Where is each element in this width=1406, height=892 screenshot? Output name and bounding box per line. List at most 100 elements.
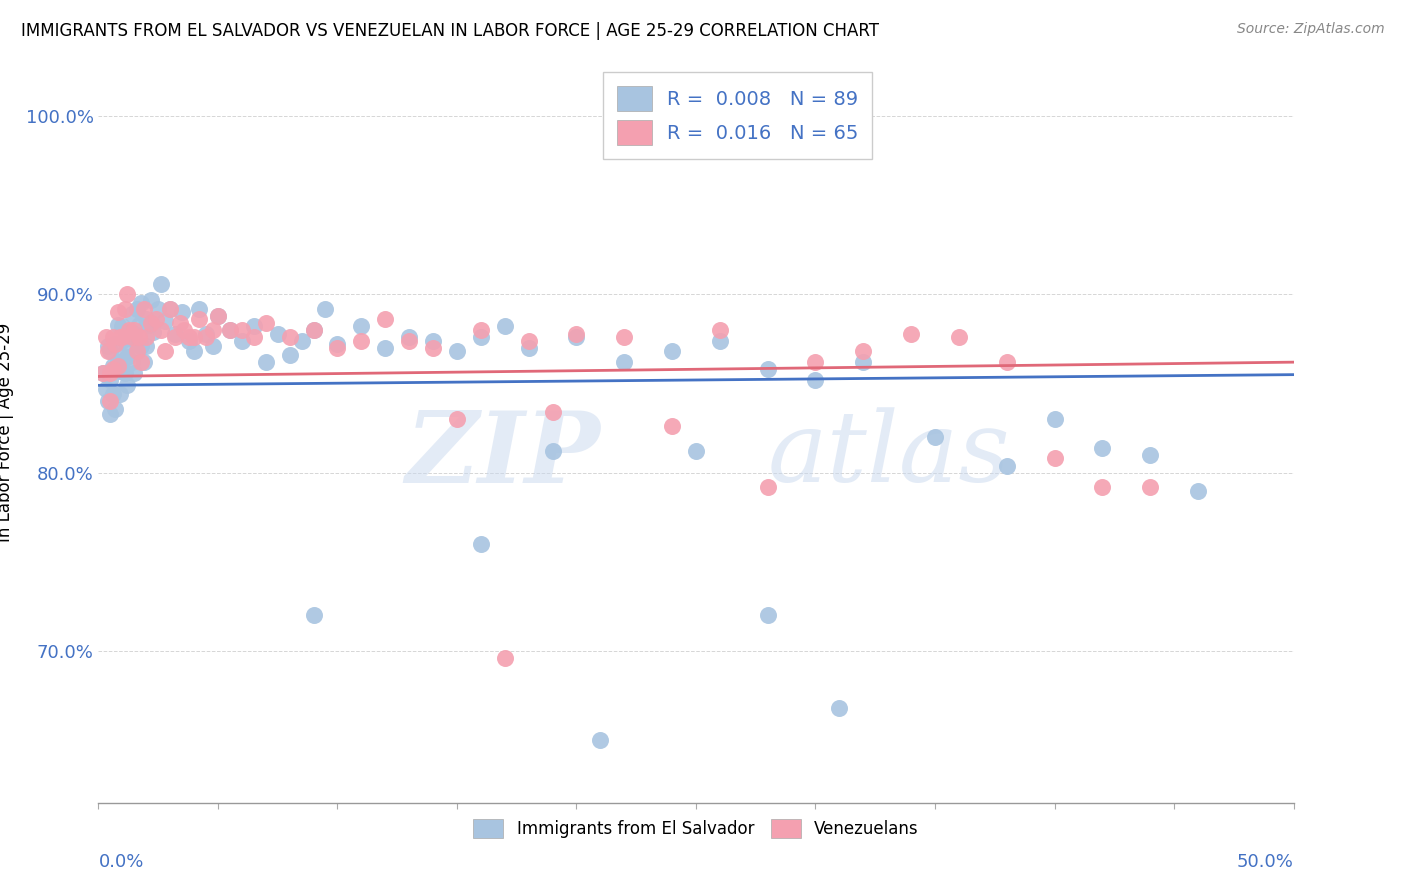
Point — [179, 334, 201, 348]
Point — [107, 305, 129, 319]
Point — [115, 378, 138, 392]
Text: atlas: atlas — [768, 407, 1011, 502]
Text: ZIP: ZIP — [405, 407, 600, 503]
Point — [756, 608, 779, 623]
Point — [169, 316, 191, 330]
Point — [163, 330, 186, 344]
Point — [278, 330, 301, 344]
Point — [278, 348, 301, 362]
Point — [661, 344, 683, 359]
Point — [756, 362, 779, 376]
Point — [138, 318, 160, 332]
Point — [121, 330, 143, 344]
Point — [108, 330, 131, 344]
Point — [111, 319, 134, 334]
Y-axis label: In Labor Force | Age 25-29: In Labor Force | Age 25-29 — [0, 323, 14, 542]
Point — [97, 339, 120, 353]
Point — [121, 307, 143, 321]
Point — [118, 325, 141, 339]
Point — [172, 305, 194, 319]
Point — [101, 387, 124, 401]
Point — [517, 341, 540, 355]
Point — [202, 323, 225, 337]
Point — [101, 362, 124, 376]
Point — [111, 348, 134, 362]
Point — [613, 330, 636, 344]
Point — [131, 355, 153, 369]
Point — [114, 301, 136, 316]
Point — [756, 480, 779, 494]
Point — [121, 355, 143, 369]
Point — [1091, 480, 1114, 494]
Point — [422, 334, 444, 348]
Point — [195, 330, 218, 344]
Point — [179, 330, 201, 344]
Point — [804, 355, 827, 369]
Point — [302, 323, 325, 337]
Point — [97, 394, 120, 409]
Point — [104, 337, 127, 351]
Point — [231, 334, 253, 348]
Point — [350, 334, 373, 348]
Point — [124, 323, 146, 337]
Point — [115, 337, 138, 351]
Text: IMMIGRANTS FROM EL SALVADOR VS VENEZUELAN IN LABOR FORCE | AGE 25-29 CORRELATION: IMMIGRANTS FROM EL SALVADOR VS VENEZUELA… — [21, 22, 879, 40]
Point — [350, 319, 373, 334]
Point — [326, 341, 349, 355]
Point — [115, 350, 138, 364]
Point — [139, 293, 162, 307]
Point — [131, 296, 153, 310]
Point — [124, 366, 146, 380]
Point — [541, 405, 564, 419]
Point — [98, 373, 122, 387]
Point — [291, 334, 314, 348]
Point — [852, 344, 875, 359]
Point — [446, 412, 468, 426]
Point — [243, 319, 266, 334]
Point — [565, 330, 588, 344]
Point — [1139, 480, 1161, 494]
Point — [155, 314, 177, 328]
Point — [115, 287, 138, 301]
Point — [159, 301, 181, 316]
Point — [1091, 441, 1114, 455]
Point — [995, 458, 1018, 473]
Point — [422, 341, 444, 355]
Point — [114, 332, 136, 346]
Point — [1139, 448, 1161, 462]
Point — [91, 366, 114, 380]
Point — [139, 316, 162, 330]
Point — [135, 330, 157, 344]
Point — [995, 355, 1018, 369]
Point — [91, 366, 114, 380]
Point — [155, 344, 177, 359]
Point — [709, 334, 731, 348]
Legend: Immigrants from El Salvador, Venezuelans: Immigrants from El Salvador, Venezuelans — [465, 810, 927, 847]
Point — [125, 301, 148, 316]
Point — [111, 362, 134, 376]
Point — [219, 323, 242, 337]
Point — [118, 323, 141, 337]
Point — [142, 325, 165, 339]
Point — [494, 651, 516, 665]
Point — [195, 326, 218, 341]
Point — [149, 277, 172, 291]
Point — [173, 323, 195, 337]
Point — [159, 301, 181, 316]
Point — [108, 364, 131, 378]
Point — [104, 337, 127, 351]
Point — [107, 318, 129, 332]
Point — [1043, 451, 1066, 466]
Point — [131, 339, 153, 353]
Point — [128, 330, 150, 344]
Point — [254, 316, 277, 330]
Point — [202, 339, 225, 353]
Point — [374, 312, 396, 326]
Point — [124, 326, 146, 341]
Point — [243, 330, 266, 344]
Point — [98, 394, 122, 409]
Point — [1043, 412, 1066, 426]
Point — [470, 330, 492, 344]
Point — [267, 326, 290, 341]
Point — [98, 407, 122, 421]
